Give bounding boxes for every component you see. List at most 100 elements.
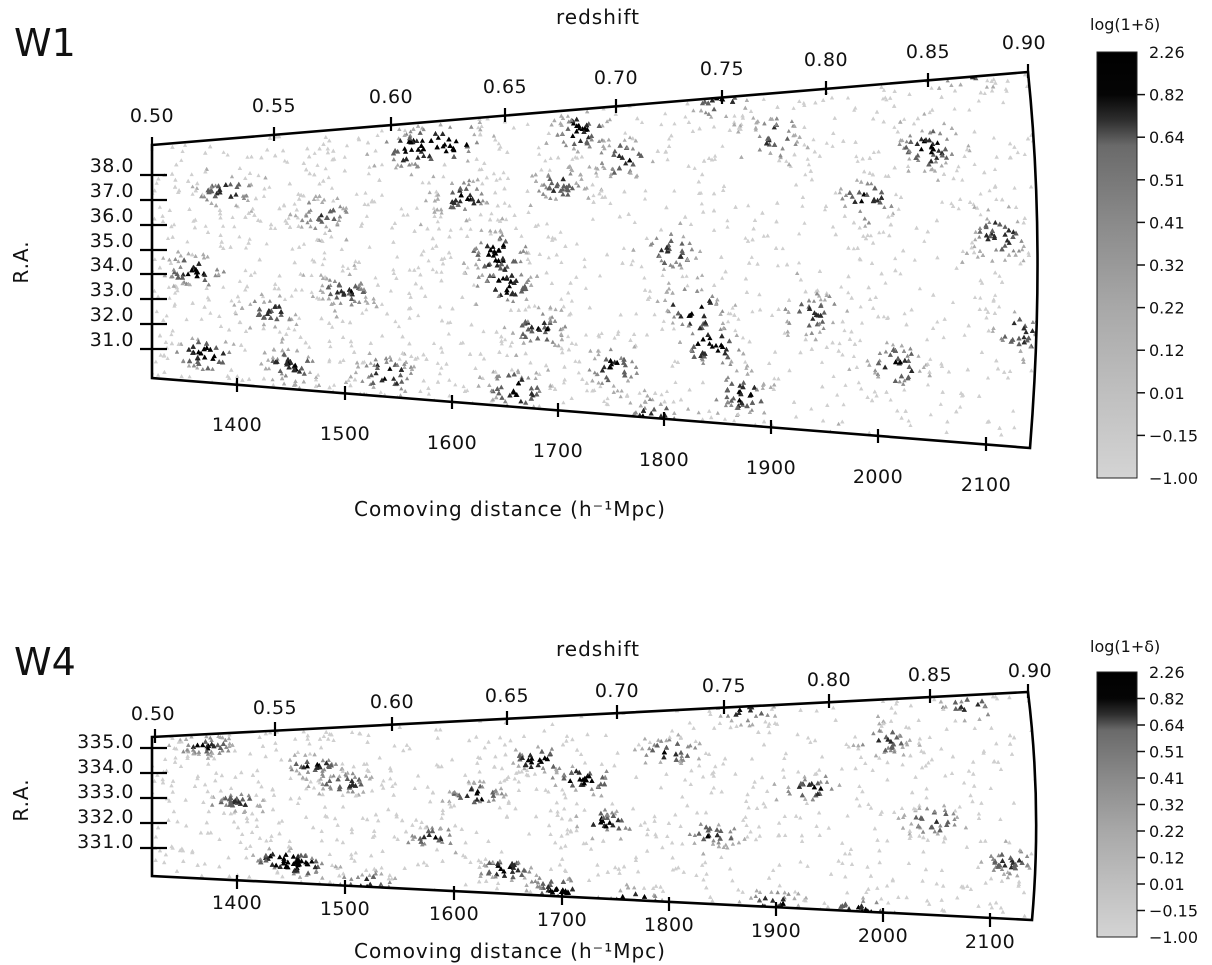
galaxy-point <box>519 376 525 382</box>
galaxy-point <box>574 128 580 134</box>
galaxy-point <box>348 320 353 325</box>
galaxy-point <box>806 298 812 303</box>
galaxy-point <box>508 343 513 348</box>
galaxy-point <box>416 124 421 128</box>
galaxy-point <box>312 172 317 177</box>
galaxy-point <box>510 258 516 264</box>
galaxy-point <box>901 382 906 386</box>
galaxy-point <box>832 301 837 306</box>
galaxy-point <box>617 142 623 148</box>
galaxy-point <box>559 308 564 312</box>
galaxy-point <box>605 119 610 124</box>
colorbar-label: 0.32 <box>1149 256 1185 275</box>
galaxy-point <box>992 311 997 315</box>
galaxy-point <box>215 183 222 189</box>
galaxy-point <box>331 148 336 153</box>
galaxy-point <box>204 345 210 350</box>
galaxy-point <box>210 356 216 361</box>
galaxy-point <box>568 171 573 176</box>
galaxy-point <box>170 171 175 176</box>
galaxy-point <box>730 395 737 401</box>
galaxy-point <box>229 298 234 303</box>
galaxy-point <box>478 201 484 206</box>
galaxy-point <box>262 186 267 191</box>
galaxy-point <box>645 296 651 301</box>
redshift-tick-label: 0.70 <box>594 67 638 89</box>
galaxy-point <box>658 402 663 406</box>
galaxy-point <box>409 147 415 152</box>
galaxy-point <box>743 236 748 240</box>
galaxy-point <box>340 319 345 323</box>
galaxy-point <box>397 138 403 143</box>
galaxy-point <box>888 397 893 402</box>
galaxy-point <box>156 372 161 377</box>
ra-tick-label: 37.0 <box>90 180 134 202</box>
galaxy-point <box>723 346 729 352</box>
galaxy-point <box>821 418 826 423</box>
galaxy-point <box>803 337 808 342</box>
galaxy-point <box>474 302 479 306</box>
galaxy-point <box>854 178 860 182</box>
galaxy-point <box>865 395 870 399</box>
galaxy-point <box>1016 335 1022 341</box>
distance-tick-label: 1900 <box>746 457 796 479</box>
galaxy-point <box>621 360 627 365</box>
galaxy-point <box>865 233 870 237</box>
galaxy-point <box>304 213 309 218</box>
galaxy-point <box>178 265 183 269</box>
galaxy-point <box>611 383 616 388</box>
galaxy-point <box>680 274 685 279</box>
galaxy-point <box>983 306 988 311</box>
galaxy-point <box>446 136 452 142</box>
galaxy-point <box>1016 341 1022 347</box>
galaxy-point <box>890 347 897 352</box>
galaxy-point <box>986 207 991 212</box>
galaxy-point <box>990 88 995 93</box>
galaxy-point <box>512 213 517 217</box>
galaxy-point <box>500 242 507 248</box>
galaxy-point <box>798 350 803 355</box>
galaxy-point <box>661 319 666 323</box>
galaxy-point <box>298 335 303 339</box>
galaxy-point <box>537 152 542 156</box>
galaxy-point <box>625 145 630 150</box>
galaxy-point <box>1011 248 1016 253</box>
galaxy-point <box>408 129 413 134</box>
galaxy-point <box>317 194 322 198</box>
galaxy-point <box>917 369 922 373</box>
galaxy-point <box>221 269 226 274</box>
galaxy-point <box>906 418 911 423</box>
galaxy-point <box>725 224 730 229</box>
galaxy-point <box>642 399 648 404</box>
galaxy-point <box>884 340 889 345</box>
galaxy-point <box>664 244 670 250</box>
galaxy-point <box>304 167 309 172</box>
galaxy-point <box>397 372 404 378</box>
galaxy-point <box>833 190 838 195</box>
galaxy-point <box>1018 261 1023 266</box>
galaxy-point <box>507 392 513 398</box>
galaxy-point <box>867 362 872 367</box>
galaxy-point <box>202 304 207 309</box>
galaxy-point <box>849 194 855 199</box>
galaxy-point <box>876 149 881 154</box>
galaxy-point <box>170 145 175 149</box>
galaxy-point <box>469 322 474 327</box>
galaxy-point <box>997 304 1002 309</box>
galaxy-point <box>843 204 848 208</box>
galaxy-point <box>672 314 677 319</box>
galaxy-point <box>830 224 836 229</box>
galaxy-point <box>339 247 344 251</box>
galaxy-point <box>800 204 805 208</box>
galaxy-point <box>644 332 650 337</box>
galaxy-point <box>852 199 858 204</box>
galaxy-point <box>243 245 249 250</box>
galaxy-point <box>451 154 457 159</box>
galaxy-point <box>272 304 278 309</box>
galaxy-point <box>190 300 195 305</box>
galaxy-point <box>701 313 707 319</box>
galaxy-point <box>282 158 287 163</box>
galaxy-point <box>987 188 992 193</box>
galaxy-point <box>600 381 605 385</box>
galaxy-point <box>608 201 613 205</box>
